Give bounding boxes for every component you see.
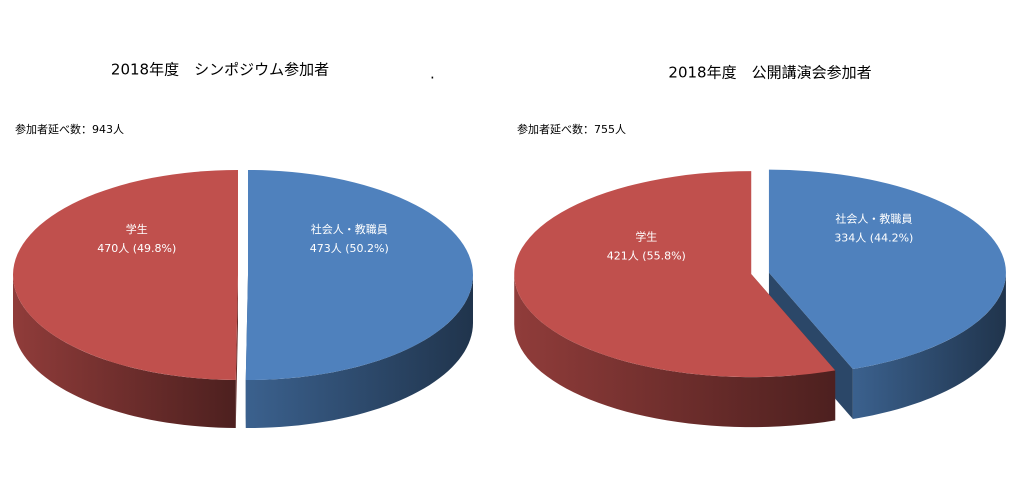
slice-top [514, 171, 836, 378]
slice-side [514, 274, 836, 428]
chart-subtitle: 参加者延べ数：755人 [517, 122, 626, 136]
slice-wall [235, 274, 239, 428]
data-label: 学生 [635, 229, 657, 243]
data-label: 421人 (55.8%) [607, 249, 686, 262]
slice-side [852, 272, 1006, 420]
data-label: 473人 (50.2%) [310, 242, 389, 255]
data-label: 334人 (44.2%) [834, 231, 913, 244]
chart-subtitle: 参加者延べ数：943人 [15, 122, 124, 136]
slice-top [768, 169, 1006, 370]
pie-slice [514, 171, 836, 428]
pie-slice [13, 169, 239, 428]
pie-slice [245, 170, 474, 429]
annotation: . [430, 65, 435, 83]
data-label: 社会人・教職員 [311, 222, 388, 236]
slice-side [13, 274, 236, 428]
chart-title: 2018年度 公開講演会参加者 [668, 64, 871, 82]
slice-top [13, 169, 239, 380]
data-label: 学生 [126, 222, 148, 236]
data-label: 社会人・教職員 [835, 211, 912, 225]
slice-top [245, 170, 474, 381]
slice-side [245, 275, 473, 429]
chart-title: 2018年度 シンポジウム参加者 [111, 61, 329, 79]
data-label: 470人 (49.8%) [97, 242, 176, 255]
